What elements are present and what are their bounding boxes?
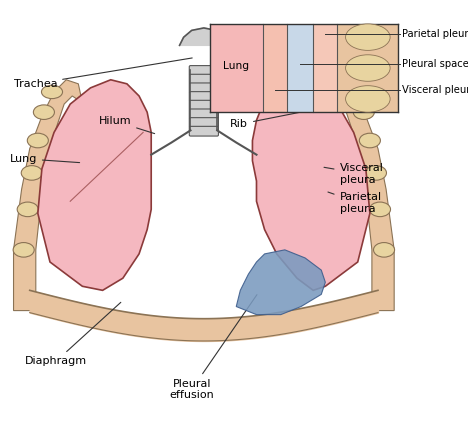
Ellipse shape [13, 243, 34, 257]
Text: Trachea: Trachea [14, 58, 192, 89]
Text: Visceral
pleura: Visceral pleura [324, 163, 383, 185]
Ellipse shape [345, 24, 390, 51]
Text: Parietal pleura: Parietal pleura [402, 30, 468, 39]
FancyBboxPatch shape [210, 24, 263, 112]
Ellipse shape [359, 133, 380, 148]
Text: Hilum: Hilum [99, 116, 154, 134]
FancyBboxPatch shape [263, 24, 287, 112]
Polygon shape [236, 250, 325, 315]
Text: Lung: Lung [223, 61, 249, 71]
FancyBboxPatch shape [189, 66, 219, 75]
Text: Parietal
pleura: Parietal pleura [328, 192, 381, 214]
FancyBboxPatch shape [189, 126, 219, 136]
FancyBboxPatch shape [287, 24, 313, 112]
Text: Diaphragm: Diaphragm [25, 302, 121, 366]
FancyBboxPatch shape [189, 74, 219, 84]
Text: Lung: Lung [9, 154, 80, 164]
Ellipse shape [27, 133, 48, 148]
FancyBboxPatch shape [189, 92, 219, 101]
Text: Pleural space: Pleural space [402, 58, 468, 69]
FancyBboxPatch shape [189, 118, 219, 128]
Ellipse shape [369, 202, 390, 217]
Polygon shape [252, 80, 370, 290]
Ellipse shape [345, 85, 366, 99]
Ellipse shape [17, 202, 38, 217]
Polygon shape [180, 28, 228, 45]
Text: Pleural
effusion: Pleural effusion [169, 295, 257, 400]
Polygon shape [38, 80, 151, 290]
Ellipse shape [345, 85, 390, 112]
FancyBboxPatch shape [189, 100, 219, 110]
Ellipse shape [33, 105, 54, 120]
FancyBboxPatch shape [337, 24, 398, 112]
Ellipse shape [373, 243, 395, 257]
Polygon shape [323, 80, 394, 311]
Ellipse shape [353, 105, 374, 120]
Polygon shape [14, 80, 84, 311]
Ellipse shape [21, 166, 42, 180]
FancyBboxPatch shape [189, 109, 219, 119]
Text: Visceral pleura: Visceral pleura [402, 85, 468, 95]
Text: Rib: Rib [230, 105, 339, 129]
Ellipse shape [345, 55, 390, 81]
Ellipse shape [366, 166, 387, 180]
Ellipse shape [42, 85, 63, 99]
FancyBboxPatch shape [189, 83, 219, 93]
FancyBboxPatch shape [313, 24, 337, 112]
